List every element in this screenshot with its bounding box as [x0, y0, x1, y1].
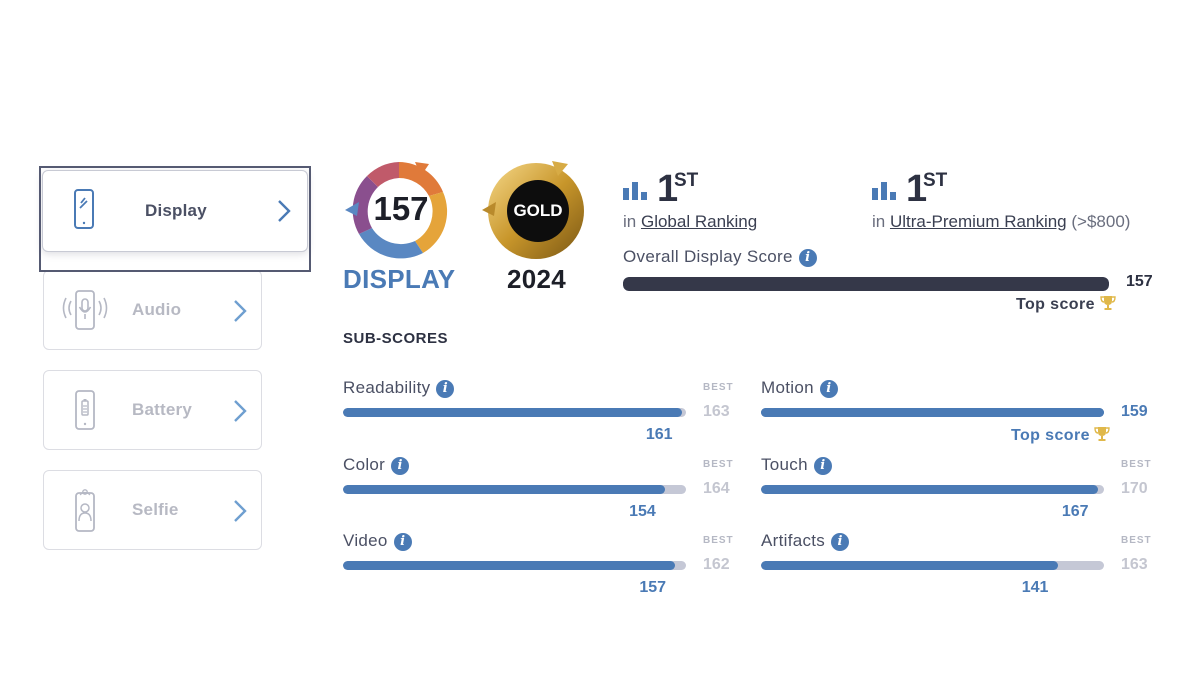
- best-label: BEST: [703, 382, 734, 393]
- subscore-value: 161: [645, 426, 673, 443]
- overall-score-title: Overall Display Score i: [623, 247, 817, 267]
- trophy-icon: [1100, 296, 1116, 310]
- chevron-right-icon: [234, 300, 247, 322]
- trophy-icon: [1094, 427, 1110, 441]
- sidebar-item-label: Battery: [132, 400, 192, 419]
- subscore-name: Video: [343, 531, 388, 550]
- sidebar-item-label: Display: [145, 201, 207, 220]
- ultra-premium-ranking-link[interactable]: Ultra-Premium Ranking: [889, 212, 1067, 231]
- rank-suffix: ST: [674, 170, 699, 191]
- subscore-name: Readability: [343, 378, 431, 397]
- best-value: 163: [703, 403, 730, 420]
- subscore-title: Video i: [343, 531, 412, 551]
- best-value: 163: [1121, 556, 1148, 573]
- best-value: 170: [1121, 480, 1148, 497]
- sidebar-item-audio[interactable]: Audio: [43, 270, 262, 350]
- rank-prefix: in: [623, 212, 637, 231]
- subscore-value: 154: [629, 503, 656, 520]
- sidebar-item-selfie[interactable]: Selfie: [43, 470, 262, 550]
- rank-prefix: in: [872, 212, 886, 231]
- subscore-bar: [761, 561, 1104, 570]
- subscore-top-score: Top score: [1011, 426, 1110, 445]
- best-label: BEST: [703, 535, 734, 546]
- info-icon[interactable]: i: [798, 248, 817, 267]
- rank-caption: in Ultra-Premium Ranking (>$800): [872, 212, 1130, 232]
- subscore-value: 159: [1121, 403, 1148, 420]
- segment-ranking: 1 ST in Ultra-Premium Ranking (>$800): [872, 168, 1172, 238]
- subscore-value: 167: [1061, 503, 1089, 520]
- info-icon[interactable]: i: [813, 456, 832, 475]
- subscore-bar: [343, 561, 686, 570]
- rank-caption: in Global Ranking: [623, 212, 757, 232]
- subscore-value: 157: [639, 579, 667, 596]
- rank-number: 1: [657, 168, 679, 210]
- subscore-bar: [761, 485, 1104, 494]
- gold-award-icon: [482, 161, 584, 259]
- subscore-bar-fill: [761, 561, 1058, 570]
- price-segment: (>$800): [1071, 212, 1131, 231]
- subscore-bar: [343, 485, 686, 494]
- subscore-bar: [343, 408, 686, 417]
- subscore-title: Motion i: [761, 378, 838, 398]
- ranking-bars-icon: [623, 182, 647, 200]
- overall-score-bar-fill: [623, 277, 1109, 291]
- subscore-title: Color i: [343, 455, 410, 475]
- award-badge: GOLD 2024: [478, 158, 596, 298]
- best-value: 162: [703, 556, 730, 573]
- top-score-label: Top score: [1016, 296, 1095, 313]
- chevron-right-icon: [234, 500, 247, 522]
- score-badge: 157 DISPLAY: [343, 158, 455, 298]
- subscore-title: Artifacts i: [761, 531, 850, 551]
- ranking-bars-icon: [872, 182, 896, 200]
- award-value: GOLD: [513, 201, 563, 220]
- global-ranking: 1 ST in Global Ranking: [623, 168, 853, 238]
- best-label: BEST: [1121, 535, 1152, 546]
- best-value: 164: [703, 480, 730, 497]
- subscore-value: 141: [1021, 579, 1049, 596]
- phone-selfie-icon: [75, 489, 95, 532]
- info-icon[interactable]: i: [436, 379, 455, 398]
- subscore-title: Readability i: [343, 378, 455, 398]
- global-ranking-link[interactable]: Global Ranking: [640, 212, 758, 231]
- overall-top-score: Top score: [1016, 295, 1116, 314]
- best-label: BEST: [703, 459, 734, 470]
- phone-display-icon: [74, 189, 94, 229]
- subscore-bar-fill: [343, 485, 666, 494]
- overall-score-value: 157: [1126, 273, 1153, 290]
- chevron-right-icon: [278, 200, 291, 222]
- overall-score-bar: [623, 277, 1109, 291]
- subscore-bar-fill: [343, 408, 682, 417]
- phone-battery-icon: [75, 390, 95, 430]
- info-icon[interactable]: i: [831, 532, 850, 551]
- sidebar-item-label: Audio: [132, 300, 182, 319]
- subscore-bar-fill: [343, 561, 676, 570]
- subscore-name: Artifacts: [761, 531, 826, 550]
- score-value: 157: [373, 190, 429, 227]
- subscore-bar-fill: [761, 408, 1104, 417]
- subscore-bar-fill: [761, 485, 1098, 494]
- rank-suffix: ST: [923, 170, 948, 191]
- top-score-label: Top score: [1011, 427, 1090, 444]
- rank-number: 1: [906, 168, 928, 210]
- phone-audio-icon: [62, 290, 108, 330]
- overall-score-label: Overall Display Score: [623, 247, 793, 266]
- subscore-name: Touch: [761, 455, 808, 474]
- info-icon[interactable]: i: [393, 532, 412, 551]
- chevron-right-icon: [234, 400, 247, 422]
- subscore-name: Motion: [761, 378, 814, 397]
- subscores-title: SUB-SCORES: [343, 330, 449, 347]
- score-ring-icon: [345, 162, 448, 259]
- badge-category-label: DISPLAY: [343, 264, 456, 294]
- subscore-bar: [761, 408, 1104, 417]
- info-icon[interactable]: i: [391, 456, 410, 475]
- info-icon[interactable]: i: [819, 379, 838, 398]
- sidebar-item-display[interactable]: Display: [42, 170, 308, 252]
- award-year: 2024: [507, 264, 567, 294]
- best-label: BEST: [1121, 459, 1152, 470]
- subscore-title: Touch i: [761, 455, 832, 475]
- subscore-name: Color: [343, 455, 386, 474]
- sidebar-item-label: Selfie: [132, 500, 179, 519]
- sidebar-item-battery[interactable]: Battery: [43, 370, 262, 450]
